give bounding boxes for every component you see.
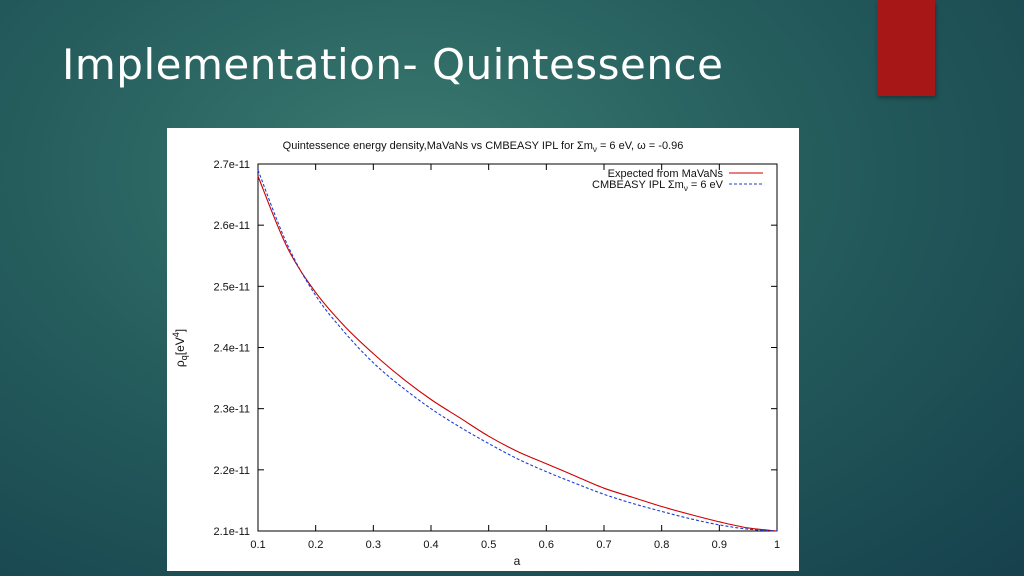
legend-label-prefix: CMBEASY IPL Σm	[592, 179, 684, 191]
chart-title-suffix: = 6 eV, ω = -0.96	[597, 140, 683, 152]
x-tick-label: 0.4	[423, 539, 438, 551]
x-tick-label: 0.2	[308, 539, 323, 551]
x-tick-label: 1	[774, 539, 780, 551]
y-tick-label: 2.2e-11	[214, 465, 251, 477]
x-tick-label: 0.1	[250, 539, 265, 551]
x-tick-label: 0.5	[481, 539, 496, 551]
y-axis-label-end: ]	[173, 329, 187, 332]
chart-title-prefix: Quintessence energy density,MaVaNs vs CM…	[283, 140, 593, 152]
y-axis-label-base: ρ	[173, 360, 187, 367]
chart-card: Quintessence energy density,MaVaNs vs CM…	[167, 128, 799, 571]
accent-bar	[877, 0, 935, 96]
line-chart: Quintessence energy density,MaVaNs vs CM…	[171, 140, 780, 568]
chart-title: Quintessence energy density,MaVaNs vs CM…	[283, 140, 684, 154]
y-tick-label: 2.1e-11	[214, 526, 251, 538]
y-axis-label-sub: q	[179, 355, 189, 360]
x-tick-label: 0.3	[366, 539, 381, 551]
y-tick-label: 2.4e-11	[214, 343, 251, 355]
legend-label-0: Expected from MaVaNs	[608, 168, 724, 180]
y-tick-label: 2.3e-11	[214, 404, 251, 416]
legend-label-sub: ν	[684, 184, 688, 193]
x-tick-label: 0.7	[596, 539, 611, 551]
chart-title-sub: ν	[593, 145, 597, 154]
x-tick-label: 0.9	[712, 539, 727, 551]
x-tick-label: 0.8	[654, 539, 669, 551]
y-axis-label-sup: 4	[171, 332, 181, 337]
y-tick-label: 2.6e-11	[214, 220, 251, 232]
x-tick-label: 0.6	[539, 539, 554, 551]
slide-title: Implementation- Quintessence	[62, 40, 724, 89]
x-axis-label: a	[514, 554, 521, 568]
y-tick-label: 2.7e-11	[214, 159, 251, 171]
y-axis-label: ρq[eV4]	[171, 329, 189, 367]
y-axis-label-mid: [eV	[173, 337, 187, 355]
y-tick-label: 2.5e-11	[214, 281, 251, 293]
plot-area	[257, 163, 778, 532]
series-line-1	[257, 169, 778, 532]
legend-label-1: CMBEASY IPL Σmν = 6 eV	[592, 179, 724, 193]
legend-label-suffix: = 6 eV	[688, 179, 724, 191]
series-line-0	[257, 176, 778, 532]
